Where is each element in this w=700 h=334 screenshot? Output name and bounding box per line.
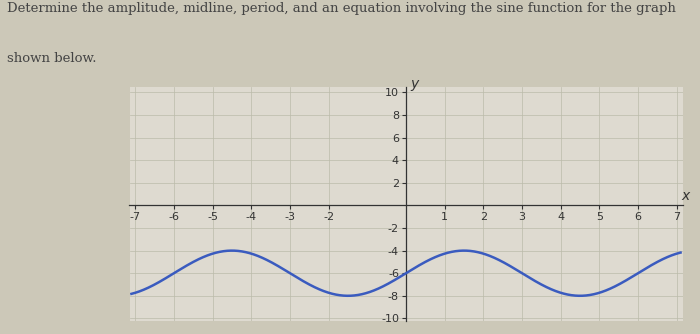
Text: x: x (681, 189, 690, 203)
Text: Determine the amplitude, midline, period, and an equation involving the sine fun: Determine the amplitude, midline, period… (7, 2, 676, 15)
Text: shown below.: shown below. (7, 52, 97, 65)
Text: y: y (411, 77, 419, 91)
